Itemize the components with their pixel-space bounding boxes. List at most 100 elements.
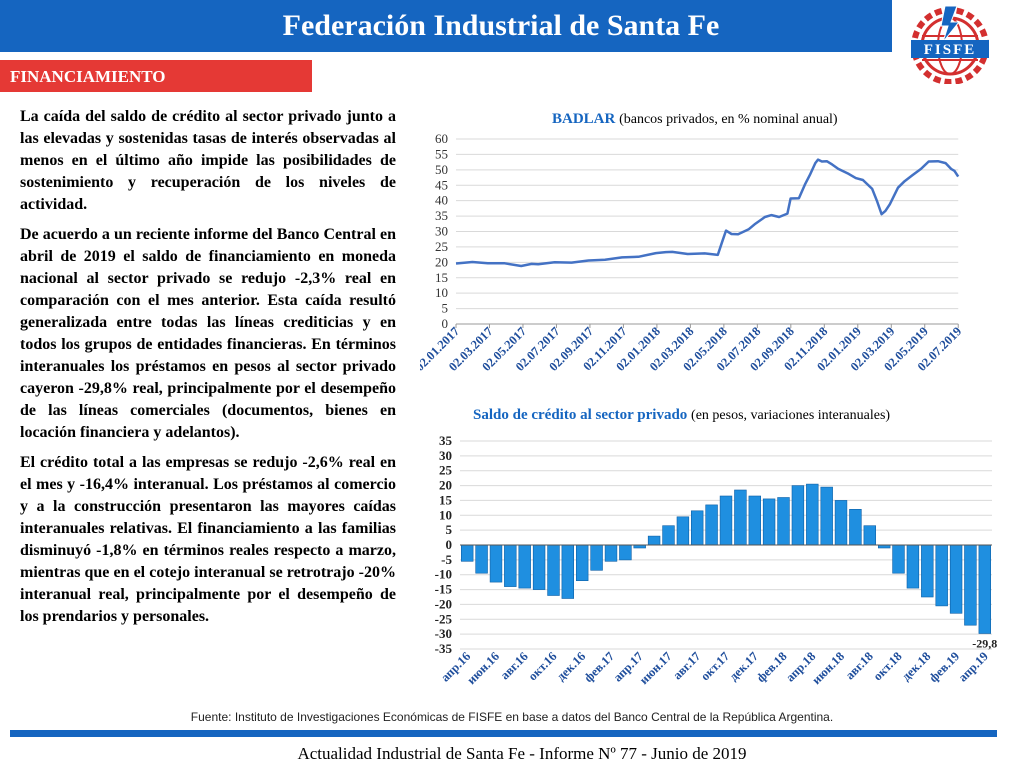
badlar-y-tick: 30 xyxy=(435,224,448,239)
footer: Actualidad Industrial de Santa Fe - Info… xyxy=(0,744,1024,764)
saldo-bar xyxy=(806,483,819,546)
saldo-chart-title: Saldo de crédito al sector privado (en p… xyxy=(473,407,890,424)
saldo-bar xyxy=(820,486,833,546)
saldo-bar xyxy=(619,544,632,561)
badlar-title: BADLAR xyxy=(552,111,616,127)
saldo-bar-chart: -35-30-25-20-15-10-505101520253035-29,8а… xyxy=(435,433,998,687)
saldo-y-tick: 30 xyxy=(439,448,452,463)
saldo-y-tick: -5 xyxy=(441,552,452,567)
badlar-y-tick: 55 xyxy=(435,146,448,161)
footer-text: Actualidad Industrial de Santa Fe - Info… xyxy=(297,744,747,763)
saldo-data-label: -29,8 xyxy=(972,637,997,651)
saldo-bar xyxy=(834,500,848,546)
saldo-x-tick: авг.16 xyxy=(498,649,531,682)
paragraph: El crédito total a las empresas se reduj… xyxy=(20,454,396,625)
saldo-bar xyxy=(777,497,790,546)
saldo-bar xyxy=(748,495,761,546)
saldo-bar xyxy=(978,544,992,634)
saldo-bar xyxy=(662,525,675,546)
saldo-bar xyxy=(604,544,618,562)
saldo-y-tick: 10 xyxy=(439,507,452,522)
saldo-x-tick: авг.18 xyxy=(843,649,876,682)
saldo-bar xyxy=(590,544,603,571)
saldo-bar xyxy=(676,516,690,546)
saldo-bar xyxy=(791,485,805,546)
saldo-y-tick: 5 xyxy=(446,522,453,537)
badlar-y-tick: 50 xyxy=(435,162,448,177)
saldo-bar xyxy=(949,544,963,614)
saldo-bar xyxy=(504,544,517,587)
saldo-subtitle: (en pesos, variaciones interanuales) xyxy=(691,408,891,423)
badlar-y-tick: 10 xyxy=(435,285,448,300)
saldo-bar xyxy=(935,544,948,607)
saldo-bar xyxy=(762,498,776,546)
badlar-chart-title: BADLAR (bancos privados, en % nominal an… xyxy=(552,111,838,128)
logo-text: FISFE xyxy=(924,42,977,58)
badlar-y-tick: 40 xyxy=(435,193,448,208)
badlar-y-tick: 5 xyxy=(442,301,449,316)
saldo-y-tick: -25 xyxy=(435,611,453,626)
saldo-x-tick: апр.19 xyxy=(956,649,991,684)
saldo-bar xyxy=(647,535,661,546)
saldo-bar xyxy=(921,544,934,598)
saldo-x-tick: фев.18 xyxy=(754,649,790,685)
saldo-bar xyxy=(518,544,531,589)
saldo-y-tick: 15 xyxy=(439,492,453,507)
saldo-bar xyxy=(489,544,503,583)
saldo-x-tick: июн.18 xyxy=(809,649,847,687)
saldo-y-tick: 0 xyxy=(446,537,453,552)
saldo-y-tick: -10 xyxy=(435,567,452,582)
saldo-y-tick: -15 xyxy=(435,582,453,597)
page-title-bar: Federación Industrial de Santa Fe xyxy=(0,0,892,52)
saldo-title: Saldo de crédito al sector privado xyxy=(473,407,688,423)
badlar-y-tick: 25 xyxy=(435,239,448,254)
saldo-x-tick: фев.19 xyxy=(926,649,962,685)
saldo-bar xyxy=(734,489,747,546)
saldo-bar xyxy=(561,544,574,599)
badlar-y-tick: 0 xyxy=(442,316,449,331)
section-tab: FINANCIAMIENTO xyxy=(0,60,312,92)
footer-divider xyxy=(10,730,997,737)
saldo-x-tick: июн.17 xyxy=(637,649,675,687)
body-text: La caída del saldo de crédito al sector … xyxy=(20,106,396,636)
saldo-x-tick: фев.17 xyxy=(581,649,617,685)
saldo-bar xyxy=(863,525,876,546)
saldo-y-tick: 20 xyxy=(439,478,452,493)
saldo-x-tick: окт.16 xyxy=(525,649,559,683)
source-note: Fuente: Instituto de Investigaciones Eco… xyxy=(190,710,834,724)
saldo-x-tick: окт.17 xyxy=(698,649,732,683)
saldo-x-tick: дек.18 xyxy=(899,649,933,683)
saldo-bar xyxy=(705,504,718,546)
saldo-bar xyxy=(475,544,488,574)
lightning-icon xyxy=(940,5,961,43)
saldo-bar xyxy=(532,544,546,590)
saldo-bar xyxy=(719,495,733,546)
saldo-bar xyxy=(849,509,862,546)
saldo-bar xyxy=(964,544,977,626)
saldo-bar xyxy=(576,544,589,582)
saldo-x-tick: дек.16 xyxy=(554,649,588,683)
saldo-bar xyxy=(547,544,560,596)
page-title: Federación Industrial de Santa Fe xyxy=(282,9,720,42)
saldo-y-tick: -35 xyxy=(435,641,453,656)
badlar-y-tick: 20 xyxy=(435,254,448,269)
saldo-bar xyxy=(892,544,905,574)
saldo-y-tick: -20 xyxy=(435,596,452,611)
fisfe-logo: FISFE xyxy=(911,5,989,84)
saldo-x-tick: июн.16 xyxy=(464,649,502,687)
saldo-x-tick: авг.17 xyxy=(670,649,703,682)
saldo-x-tick: дек.17 xyxy=(726,649,760,683)
section-label: FINANCIAMIENTO xyxy=(10,67,166,86)
badlar-y-tick: 45 xyxy=(435,177,448,192)
badlar-subtitle: (bancos privados, en % nominal anual) xyxy=(619,112,838,127)
saldo-y-tick: -30 xyxy=(435,626,452,641)
saldo-bar xyxy=(690,510,704,546)
saldo-y-tick: 25 xyxy=(439,463,453,478)
saldo-bar xyxy=(460,544,474,562)
badlar-y-tick: 60 xyxy=(435,131,448,146)
badlar-y-tick: 35 xyxy=(435,208,448,223)
paragraph: De acuerdo a un reciente informe del Ban… xyxy=(20,226,396,441)
paragraph: La caída del saldo de crédito al sector … xyxy=(20,108,396,213)
saldo-bar xyxy=(906,544,920,589)
badlar-series-line xyxy=(455,158,960,268)
